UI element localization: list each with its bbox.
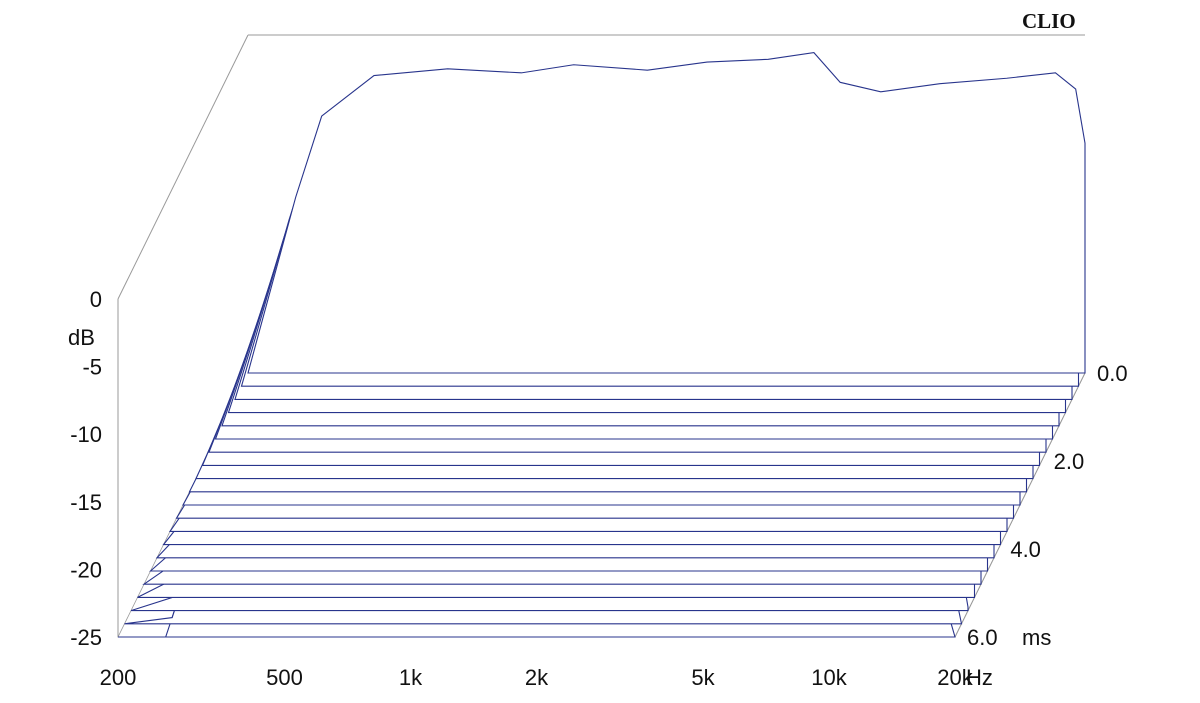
frequency-tick-label: 500 — [266, 665, 303, 690]
frequency-axis-ticks: 200 500 1k 2k 5k 10k 20k — [100, 665, 974, 690]
db-tick-label: -10 — [70, 422, 102, 447]
time-tick-label: 4.0 — [1010, 537, 1041, 562]
time-tick-label: 2.0 — [1054, 449, 1085, 474]
frequency-tick-label: 200 — [100, 665, 137, 690]
db-axis-label: dB — [68, 325, 95, 350]
db-tick-label: 0 — [90, 287, 102, 312]
db-tick-label: -15 — [70, 490, 102, 515]
time-tick-label: 0.0 — [1097, 361, 1128, 386]
frequency-tick-label: 2k — [525, 665, 549, 690]
time-unit-label: ms — [1022, 625, 1051, 650]
db-tick-label: -5 — [82, 355, 102, 380]
time-tick-label: 6.0 — [967, 625, 998, 650]
frame-left-diagonal — [117, 34, 249, 300]
db-axis-ticks: 0 -5 -10 -15 -20 -25 — [70, 287, 102, 650]
frequency-unit-label: Hz — [966, 665, 993, 690]
decay-slice-0ms — [247, 51, 1086, 374]
time-axis-ticks: 0.0 2.0 4.0 6.0 — [967, 361, 1128, 650]
frequency-tick-label: 1k — [399, 665, 423, 690]
frequency-tick-label: 10k — [811, 665, 847, 690]
frequency-tick-label: 20k — [937, 665, 973, 690]
decay-traces — [118, 51, 1086, 638]
db-tick-label: -20 — [70, 557, 102, 582]
db-tick-label: -25 — [70, 625, 102, 650]
brand-logo: CLIO — [1022, 9, 1076, 33]
frequency-tick-label: 5k — [691, 665, 715, 690]
